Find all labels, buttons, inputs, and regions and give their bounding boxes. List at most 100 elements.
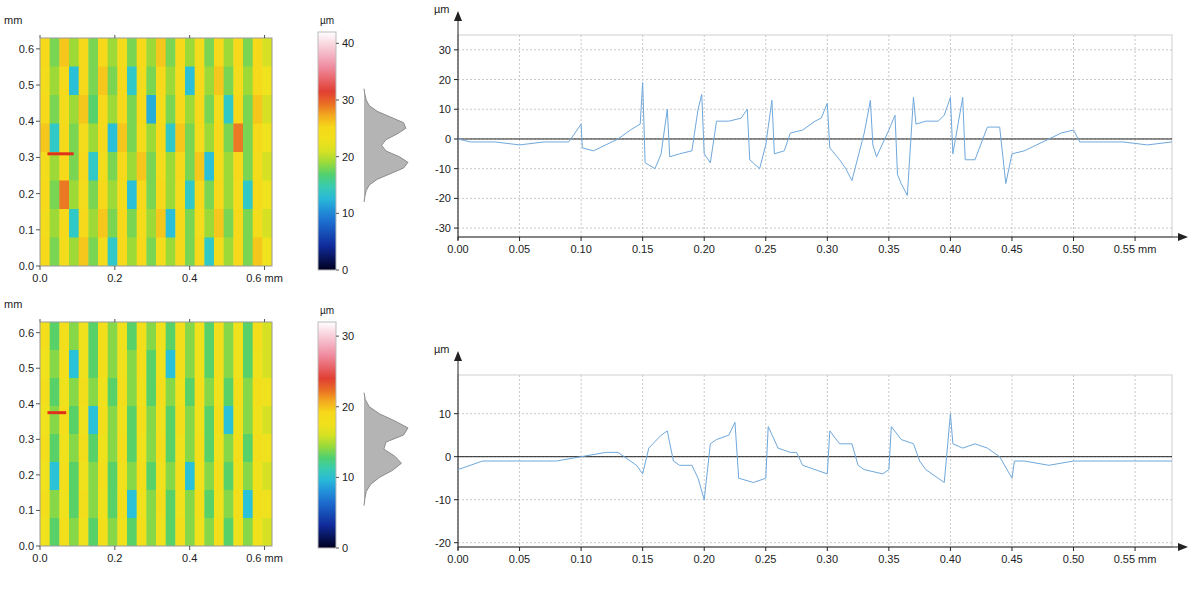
y-tick-label: 0.3 xyxy=(19,433,34,445)
cell xyxy=(127,462,137,491)
cell xyxy=(224,350,234,379)
x-tick-label: 0.40 xyxy=(940,243,961,255)
colorbar-tick xyxy=(336,336,339,337)
cell xyxy=(137,322,147,351)
y-tick xyxy=(454,542,458,543)
cell xyxy=(156,67,166,96)
cell xyxy=(50,238,60,267)
cell xyxy=(108,490,118,519)
cell xyxy=(156,406,166,435)
cell xyxy=(127,124,137,153)
cell xyxy=(156,518,166,546)
cell xyxy=(146,406,156,435)
x-tick-label: 0.50 xyxy=(1063,243,1084,255)
grid-y xyxy=(458,109,1172,110)
cell xyxy=(185,518,195,546)
y-tick-label: 0.2 xyxy=(19,188,34,200)
cell xyxy=(195,462,205,491)
grid-y xyxy=(458,413,1172,414)
y-tick xyxy=(36,193,40,194)
cell xyxy=(253,152,263,181)
cell xyxy=(127,95,137,124)
cell xyxy=(59,38,69,67)
x-tick xyxy=(950,237,951,241)
cell xyxy=(79,350,89,379)
cell xyxy=(127,406,137,435)
cell xyxy=(195,490,205,519)
grid-x xyxy=(1011,35,1012,237)
y-tick-label: -30 xyxy=(435,222,451,234)
cell xyxy=(233,490,243,519)
cell xyxy=(175,238,185,267)
cell xyxy=(98,378,108,407)
cell xyxy=(50,124,60,153)
cell xyxy=(59,95,69,124)
cell xyxy=(224,322,234,351)
cell xyxy=(243,181,253,210)
cell xyxy=(233,406,243,435)
cell xyxy=(262,434,272,463)
cell xyxy=(146,152,156,181)
cell xyxy=(117,124,127,153)
cell xyxy=(108,462,118,491)
cell xyxy=(59,322,69,351)
cell xyxy=(262,490,272,519)
cell xyxy=(195,378,205,407)
cell xyxy=(195,95,205,124)
cell xyxy=(262,378,272,407)
cell xyxy=(50,95,60,124)
cell xyxy=(108,124,118,153)
cell xyxy=(137,95,147,124)
cell xyxy=(50,406,60,435)
cell xyxy=(137,378,147,407)
cell xyxy=(156,95,166,124)
cell xyxy=(88,209,98,238)
cell xyxy=(166,209,176,238)
cell xyxy=(108,95,118,124)
cell xyxy=(185,181,195,210)
cell xyxy=(137,434,147,463)
y-tick xyxy=(454,109,458,110)
x-tick-top xyxy=(40,35,41,38)
cell xyxy=(40,434,50,463)
cell xyxy=(40,406,50,435)
cell xyxy=(233,378,243,407)
cell xyxy=(69,518,79,546)
cell xyxy=(166,124,176,153)
cell xyxy=(243,378,253,407)
cell xyxy=(262,209,272,238)
x-tick-label: 0.40 xyxy=(940,553,961,565)
cell xyxy=(146,518,156,546)
cell xyxy=(253,181,263,210)
plot-data xyxy=(458,414,1172,500)
cell xyxy=(233,462,243,491)
grid-x xyxy=(1135,35,1136,237)
cell xyxy=(79,434,89,463)
cell xyxy=(108,209,118,238)
x-arrow xyxy=(1178,233,1188,241)
cell xyxy=(146,38,156,67)
cell xyxy=(166,462,176,491)
x-tick-label: 0.6 mm xyxy=(246,552,283,564)
cell xyxy=(195,518,205,546)
cell xyxy=(262,406,272,435)
cell xyxy=(79,95,89,124)
colorbar-tick xyxy=(336,100,339,101)
cell xyxy=(40,378,50,407)
colorbar-tick-label: 10 xyxy=(342,471,354,483)
grid-y xyxy=(458,198,1172,199)
cell xyxy=(69,152,79,181)
x-tick-top xyxy=(264,319,265,322)
y-tick xyxy=(454,413,458,414)
cell xyxy=(117,238,127,267)
cell xyxy=(50,152,60,181)
cell xyxy=(88,181,98,210)
cell xyxy=(50,67,60,96)
cell xyxy=(40,95,50,124)
y-tick-label: 20 xyxy=(439,74,451,86)
x-tick xyxy=(827,237,828,241)
cell xyxy=(117,209,127,238)
cell xyxy=(175,406,185,435)
cell xyxy=(146,209,156,238)
cell xyxy=(88,322,98,351)
